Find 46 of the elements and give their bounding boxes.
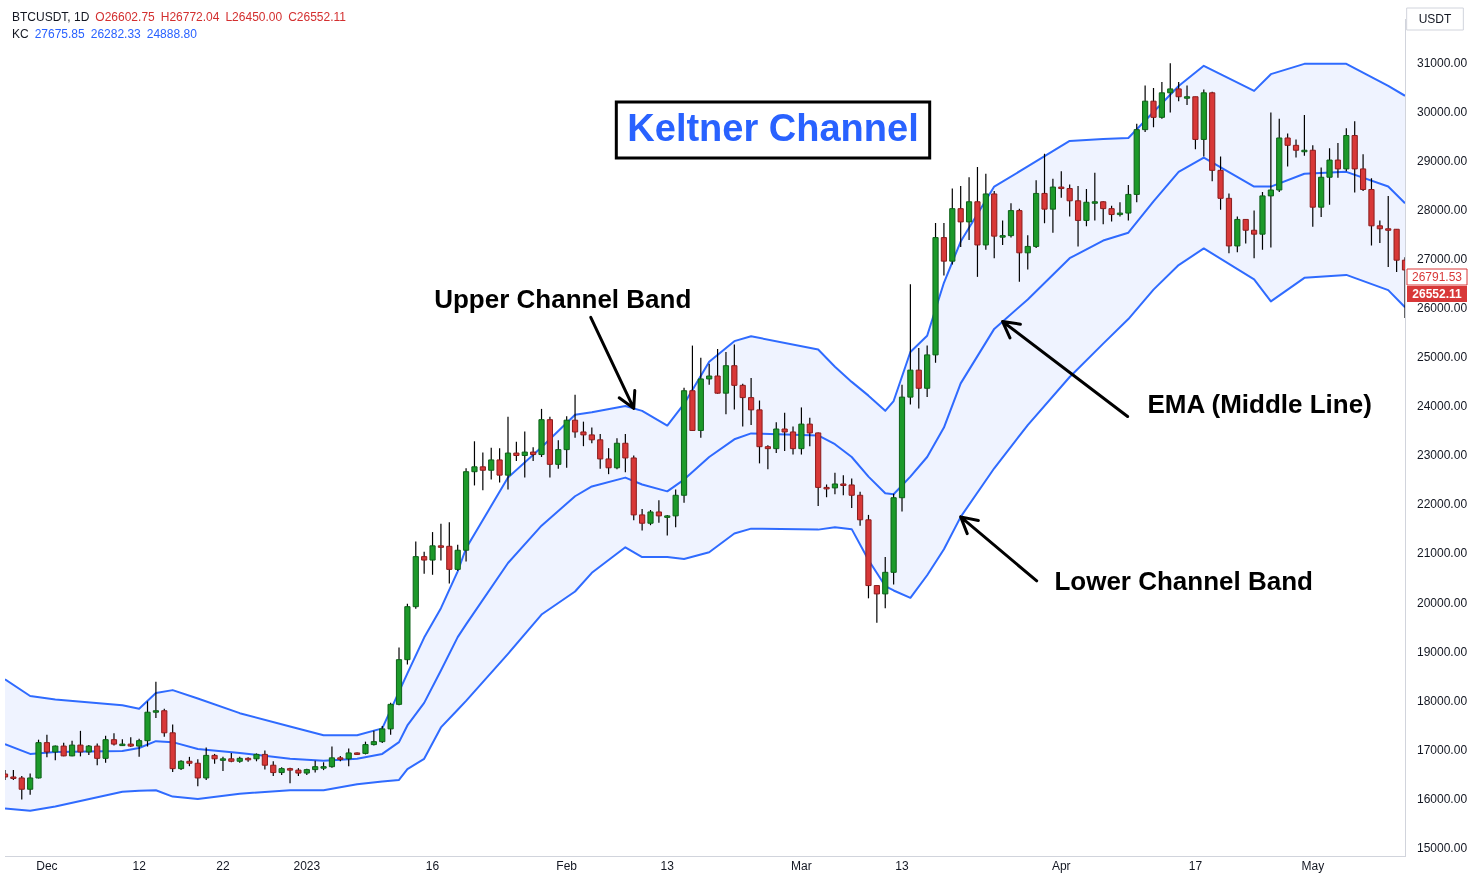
x-tick-label: 12 [132,858,147,873]
y-tick-label: 18000.00 [1417,693,1468,708]
annotation: EMA (Middle Line) [1147,388,1372,419]
text: Keltner Channel [627,107,919,150]
x-tick-label: May [1301,858,1325,873]
y-tick-label: 28000.00 [1417,202,1468,217]
annotation: 26282.33 [90,27,142,42]
x-tick-label: 2023 [293,858,321,873]
y-tick-label: 21000.00 [1417,546,1468,561]
y-tick-label: 24000.00 [1417,399,1468,414]
annotation: H26772.04 [160,10,220,25]
y-tick-label: 23000.00 [1417,448,1468,463]
y-tick-label: 17000.00 [1417,742,1468,757]
annotation: L26450.00 [225,10,283,25]
y-tick-label: 29000.00 [1417,153,1468,168]
x-tick-label: Feb [556,858,578,873]
y-tick-label: 27000.00 [1417,252,1468,266]
x-tick-label: 17 [1188,858,1203,873]
text: 26552.11 [1412,287,1463,302]
annotation: C26552.11 [288,10,347,25]
x-tick-label: 22 [216,858,230,873]
candlestick [429,531,436,576]
y-tick-label: 26000.00 [1417,301,1468,316]
y-tick-label: 19000.00 [1417,644,1468,659]
annotation: Lower Channel Band [1054,566,1313,597]
annotation: 24888.80 [146,27,198,42]
y-tick-label: 22000.00 [1417,497,1468,512]
x-tick-label: Apr [1051,858,1071,873]
x-tick-label: Dec [36,858,58,873]
text: USDT [1418,12,1452,27]
x-tick-label: 13 [660,858,675,873]
annotation: O26602.75 [95,10,156,25]
y-tick-label: 15000.00 [1417,840,1468,855]
x-tick-label: Mar [791,858,812,873]
text: 26791.53 [1411,270,1463,285]
x-tick-label: 13 [895,858,909,873]
y-tick-label: 16000.00 [1417,791,1468,806]
x-tick-label: 16 [425,858,440,873]
annotation: BTCUSDT, 1D [12,10,90,25]
y-tick-label: 25000.00 [1417,350,1468,365]
y-tick-label: 30000.00 [1417,104,1468,119]
y-tick-label: 31000.00 [1417,55,1468,70]
annotation: Upper Channel Band [434,283,692,314]
annotation: 27675.85 [34,27,86,42]
y-tick-label: 20000.00 [1417,595,1468,610]
annotation: KC [12,27,29,42]
